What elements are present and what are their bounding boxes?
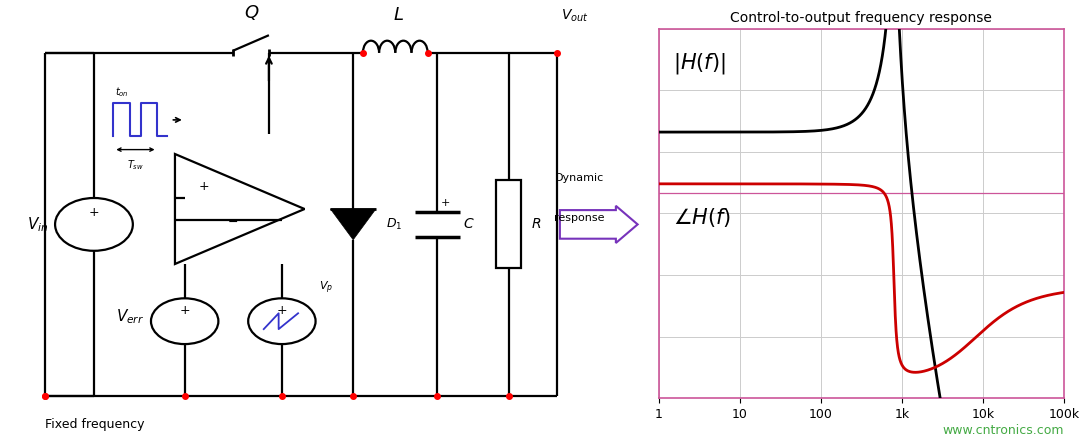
- Text: +: +: [276, 304, 287, 317]
- Text: $|H(f)|$: $|H(f)|$: [673, 51, 726, 76]
- Text: $R$: $R$: [530, 217, 541, 231]
- Text: $t_{on}$: $t_{on}$: [114, 85, 129, 99]
- Text: $T_{sw}$: $T_{sw}$: [127, 158, 144, 172]
- FancyArrow shape: [559, 206, 637, 243]
- Polygon shape: [330, 209, 376, 240]
- Text: $D_1$: $D_1$: [386, 217, 402, 232]
- Text: +: +: [179, 304, 190, 317]
- Title: Control-to-output frequency response: Control-to-output frequency response: [730, 11, 993, 25]
- Text: Dynamic: Dynamic: [555, 172, 604, 183]
- Text: $V_{in}$: $V_{in}$: [27, 215, 49, 234]
- Text: $V_{err}$: $V_{err}$: [117, 308, 145, 326]
- Text: $\angle H(f)$: $\angle H(f)$: [673, 206, 731, 229]
- Text: Fixed frequency: Fixed frequency: [45, 418, 145, 431]
- Text: $Q$: $Q$: [244, 3, 259, 22]
- Text: +: +: [89, 206, 99, 219]
- Text: $V_{out}$: $V_{out}$: [561, 8, 589, 24]
- Text: $C$: $C$: [463, 217, 475, 231]
- Text: −: −: [228, 216, 239, 229]
- Text: +: +: [441, 198, 450, 208]
- Text: $L$: $L$: [393, 6, 404, 24]
- Text: $V_p$: $V_p$: [319, 280, 333, 296]
- Text: www.cntronics.com: www.cntronics.com: [942, 424, 1064, 437]
- Bar: [497, 180, 521, 268]
- Text: response: response: [554, 213, 605, 223]
- Text: +: +: [199, 180, 210, 194]
